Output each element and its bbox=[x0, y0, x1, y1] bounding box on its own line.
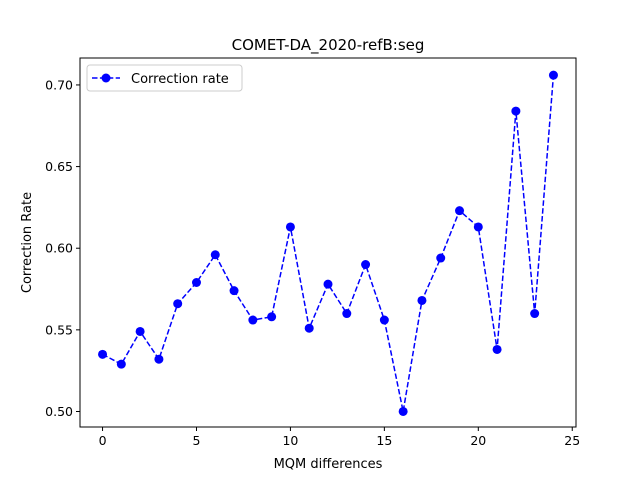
data-point bbox=[116, 359, 126, 369]
data-point bbox=[191, 278, 201, 288]
x-tick-label: 25 bbox=[564, 433, 580, 448]
data-point bbox=[285, 222, 295, 232]
plot-frame bbox=[79, 57, 577, 428]
data-point bbox=[135, 326, 145, 336]
x-tick-label: 0 bbox=[99, 433, 107, 448]
data-point bbox=[530, 309, 540, 319]
data-point bbox=[229, 286, 239, 296]
y-tick-label: 0.70 bbox=[45, 77, 73, 92]
data-point bbox=[492, 344, 502, 354]
plot-background bbox=[80, 58, 576, 427]
data-point bbox=[173, 299, 183, 309]
x-tick-label: 15 bbox=[376, 433, 392, 448]
legend-marker-sample bbox=[101, 73, 111, 83]
data-point bbox=[511, 106, 521, 116]
data-point bbox=[210, 250, 220, 260]
data-point bbox=[98, 349, 108, 359]
y-axis-label: Correction Rate bbox=[20, 192, 35, 293]
data-point bbox=[417, 295, 427, 305]
y-tick-label: 0.60 bbox=[45, 241, 73, 256]
data-point bbox=[398, 406, 408, 416]
chart-title: COMET-DA_2020-refB:seg bbox=[232, 36, 425, 55]
y-tick-label: 0.55 bbox=[45, 322, 73, 337]
data-point bbox=[379, 315, 389, 325]
legend-label: Correction rate bbox=[131, 72, 229, 87]
x-tick-label: 5 bbox=[193, 433, 201, 448]
axis-ticks: 0 5 10 15 20 25 0.50 0.55 0.60 0.65 0.70 bbox=[45, 77, 580, 448]
data-point bbox=[154, 354, 164, 364]
data-point bbox=[436, 253, 446, 263]
y-tick-label: 0.50 bbox=[45, 404, 73, 419]
x-axis-label: MQM differences bbox=[274, 457, 383, 472]
data-point bbox=[361, 260, 371, 270]
data-point bbox=[342, 309, 352, 319]
data-point bbox=[548, 70, 558, 80]
data-point bbox=[323, 279, 333, 289]
y-tick-label: 0.65 bbox=[45, 159, 73, 174]
data-point bbox=[267, 312, 277, 322]
data-point bbox=[473, 222, 483, 232]
data-point bbox=[304, 323, 314, 333]
legend-box bbox=[86, 64, 243, 92]
data-series bbox=[98, 70, 558, 416]
data-point bbox=[248, 315, 258, 325]
x-tick-label: 20 bbox=[470, 433, 486, 448]
legend: Correction rate bbox=[86, 64, 243, 92]
x-tick-label: 10 bbox=[282, 433, 298, 448]
data-point bbox=[455, 206, 465, 216]
